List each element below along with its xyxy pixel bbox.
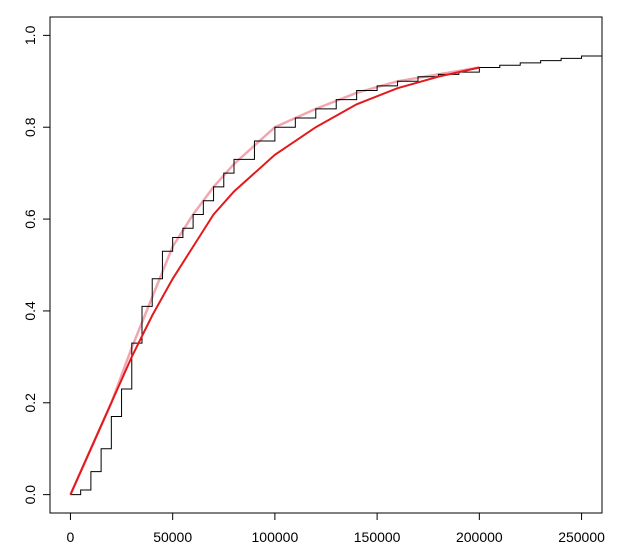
y-tick-label: 0.6 (22, 209, 38, 229)
x-tick-label: 50000 (153, 529, 192, 545)
y-tick-label: 0.8 (22, 117, 38, 137)
y-tick-label: 0.0 (22, 485, 38, 505)
x-tick-label: 100000 (252, 529, 299, 545)
x-tick-label: 200000 (456, 529, 503, 545)
plot-frame (49, 16, 603, 514)
y-tick-label: 0.4 (22, 301, 38, 321)
data-line (70, 53, 602, 496)
y-tick-label: 1.0 (22, 25, 38, 45)
data-line (69, 66, 480, 496)
y-tick-label: 0.2 (22, 393, 38, 413)
x-tick-label: 0 (67, 529, 75, 545)
x-tick-label: 150000 (354, 529, 401, 545)
x-tick-label: 250000 (558, 529, 605, 545)
